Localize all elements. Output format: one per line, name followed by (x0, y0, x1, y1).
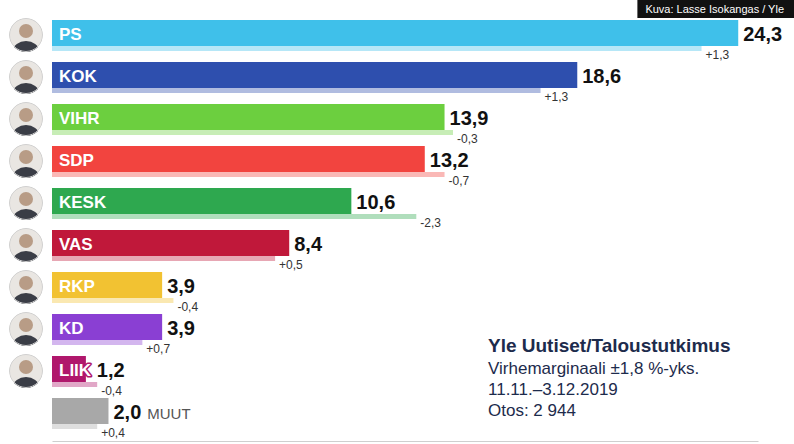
category-label: KD (59, 319, 84, 338)
change-label: +0,7 (146, 342, 170, 356)
avatar-ring (10, 19, 43, 52)
avatar-head (19, 24, 33, 38)
bars (52, 20, 738, 429)
avatars (9, 18, 43, 397)
avatar-ring (10, 103, 43, 136)
note: Virhemarginaali ±1,8 %-yks. (488, 359, 699, 378)
previous-bar (52, 88, 541, 93)
bar (52, 398, 108, 424)
category-label: VAS (59, 235, 93, 254)
avatar-head (19, 66, 33, 80)
avatar-ring (10, 313, 43, 346)
category-label: KESK (59, 193, 107, 212)
category-label: SDP (59, 151, 94, 170)
value-label: 10,6 (356, 191, 395, 213)
avatar-head (19, 192, 33, 206)
avatar (9, 102, 43, 145)
avatar-ring (10, 271, 43, 304)
bar (52, 62, 577, 88)
previous-bar (52, 382, 97, 387)
change-label: -0,4 (177, 300, 198, 314)
value-label: 24,3 (743, 23, 782, 45)
axis-line (53, 441, 759, 442)
avatar-head (19, 234, 33, 248)
avatar-head (19, 108, 33, 122)
value-label: 2,0 (113, 401, 141, 423)
bar (52, 188, 351, 214)
avatar (9, 60, 43, 103)
change-label: +1,3 (706, 48, 730, 62)
x-axis (53, 441, 759, 442)
change-label: +0,4 (101, 426, 125, 440)
previous-bar (52, 46, 702, 51)
bar (52, 104, 445, 130)
chart: PS 24,3 +1,3 KOK 18,6 +1,3 VIHR 13,9 -0,3 SDP 13,2… (0, 0, 794, 444)
avatar-ring (10, 229, 43, 262)
avatar-ring (10, 187, 43, 220)
value-label: 8,4 (294, 233, 323, 255)
avatar (9, 354, 43, 397)
previous-bar (52, 298, 173, 303)
value-label: 13,2 (430, 149, 469, 171)
note: Otos: 2 944 (488, 401, 576, 420)
avatar (9, 18, 43, 61)
avatar-head (19, 360, 33, 374)
change-label: -0,3 (457, 132, 478, 146)
category-label: RKP (59, 277, 95, 296)
avatar-head (19, 150, 33, 164)
avatar (9, 228, 43, 271)
avatar (9, 312, 43, 355)
avatar-head (19, 318, 33, 332)
credit: Kuva: Lasse Isokangas / Yle (637, 0, 794, 18)
change-label: +0,5 (279, 258, 303, 272)
value-label: 3,9 (167, 275, 195, 297)
credit-text: Kuva: Lasse Isokangas / Yle (645, 3, 784, 15)
bar (52, 272, 162, 298)
previous-bar (52, 340, 142, 345)
previous-bar (52, 424, 97, 429)
previous-bar (52, 130, 453, 135)
avatar (9, 186, 43, 229)
note: 11.11.–3.12.2019 (488, 380, 618, 399)
previous-bar (52, 256, 275, 261)
change-label: -0,7 (449, 174, 470, 188)
bar (52, 146, 425, 172)
value-label: 13,9 (450, 107, 489, 129)
category-label: PS (59, 25, 82, 44)
bar (52, 20, 738, 46)
bar (52, 230, 289, 256)
credit-bg (637, 0, 794, 18)
avatar-ring (10, 355, 43, 388)
avatar (9, 270, 43, 313)
category-label: KOK (59, 67, 98, 86)
change-label: -0,4 (101, 384, 122, 398)
value-label: 3,9 (167, 317, 195, 339)
avatar-head (19, 276, 33, 290)
change-label: +1,3 (545, 90, 569, 104)
category-label: VIHR (59, 109, 100, 128)
avatar (9, 144, 43, 187)
value-label: 1,2 (97, 359, 125, 381)
change-label: -2,3 (420, 216, 441, 230)
bar (52, 314, 162, 340)
labels: PS 24,3 +1,3 KOK 18,6 +1,3 VIHR 13,9 -0,3 SDP 13,2… (59, 23, 782, 440)
previous-bar (52, 172, 445, 177)
value-label: 18,6 (582, 65, 621, 87)
avatar-ring (10, 145, 43, 178)
category-label: LIIK (59, 361, 92, 380)
title: Yle Uutiset/Taloustutkimus (488, 335, 730, 356)
previous-bar (52, 214, 416, 219)
category-label: MUUT (147, 405, 190, 422)
avatar-ring (10, 61, 43, 94)
